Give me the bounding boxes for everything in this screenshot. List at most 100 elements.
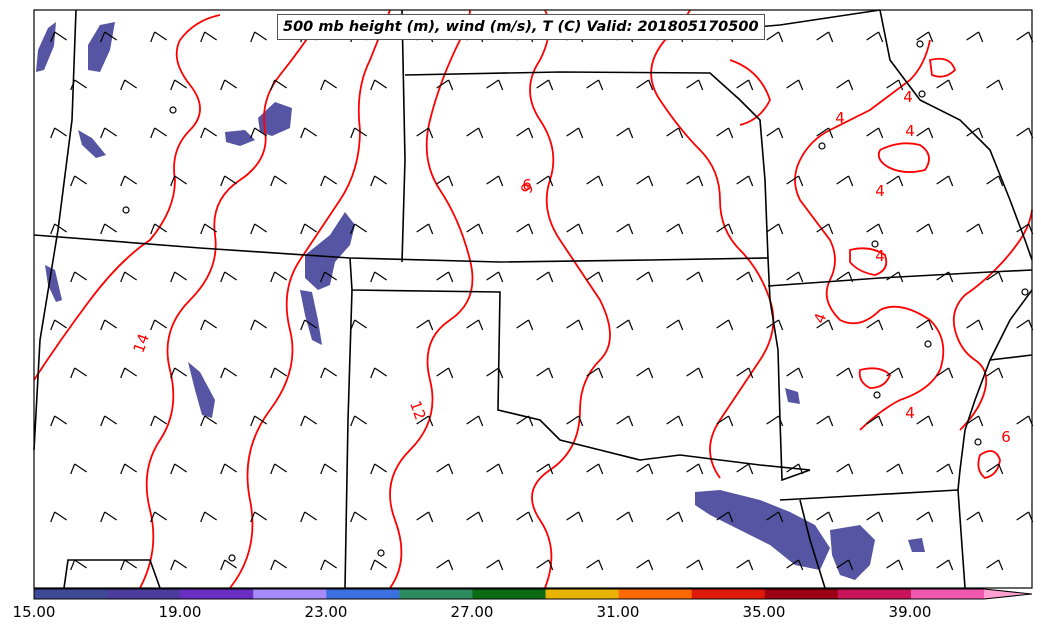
wind-barb [836,367,854,379]
temperature-contour-label: 4 [875,182,885,200]
wind-barb [986,271,1004,283]
state-boundary-line [779,489,959,501]
temperature-contour [729,59,771,126]
wind-barb [466,319,484,331]
wind-barb [70,367,87,379]
wind-barb [416,223,434,235]
wind-barb [866,511,884,523]
colorbar-segment [618,589,693,599]
state-boundary-line [957,489,966,589]
wind-barb [936,559,954,571]
wind-barb [786,559,804,571]
wind-speed-area [830,525,875,580]
wind-barb [270,79,287,91]
wind-barb [736,175,754,187]
wind-barb [150,511,167,523]
wind-barb [250,223,267,235]
wind-barb [486,463,504,475]
wind-barb [586,271,604,283]
wind-barb [516,223,534,235]
wind-barb [766,511,784,523]
wind-barb [986,463,1004,475]
wind-speed-area [225,130,255,146]
colorbar-tick-label: 19.00 [158,603,202,621]
wind-barb [916,223,934,235]
colorbar-outline [33,588,1033,600]
colorbar-extend-arrow [984,589,1032,599]
wind-barb [300,223,317,235]
wind-barb [836,271,854,283]
temperature-contour-label: 4 [903,88,913,106]
colorbar-tick-label: 15.00 [12,603,56,621]
wind-barb [100,511,117,523]
wind-barb [666,223,684,235]
colorbar-segment [691,589,766,599]
wind-barb [866,415,884,427]
wind-barb [986,175,1004,187]
colorbar-segment [545,589,620,599]
wind-barb [486,367,504,379]
wind-barb [370,367,387,379]
wind-barb [320,463,337,475]
wind-barb [370,559,387,571]
wind-barb [686,559,704,571]
wind-barbs [50,31,1034,571]
wind-barb [150,223,167,235]
wind-speed-area [188,362,215,418]
wind-barb [220,367,237,379]
state-boundary-line [33,9,77,451]
wind-speed-area [908,538,925,552]
calm-wind-marker [918,90,926,98]
colorbar-segment [764,589,839,599]
temperature-contour-label: 4 [875,247,885,265]
wind-barb [320,79,337,91]
wind-barb [516,319,534,331]
wind-barb [50,319,67,331]
colorbar-tick-label: 39.00 [888,603,932,621]
wind-barb [916,415,934,427]
wind-speed-area [36,22,56,72]
wind-speed-area [785,388,800,404]
wind-barb [586,463,604,475]
wind-barb [270,175,287,187]
wind-barb [270,271,287,283]
wind-barb [686,175,704,187]
calm-wind-marker [974,438,982,446]
colorbar-segment [326,589,400,599]
wind-barb [666,127,684,139]
state-boundary-line [989,354,1033,361]
wind-barb [916,127,934,139]
wind-barb [886,559,904,571]
state-boundary-line [404,71,769,259]
wind-barb [170,79,187,91]
wind-barb [70,559,87,571]
wind-barb [816,319,834,331]
temperature-contour [952,209,1033,431]
wind-barb [886,79,904,91]
wind-barb [250,127,267,139]
wind-barb [566,127,584,139]
wind-barb [100,31,117,43]
wind-barb [320,175,337,187]
map-frame [33,9,1033,589]
wind-barb [300,127,317,139]
wind-barb [966,223,984,235]
temperature-contour-label: 4 [810,311,830,326]
wind-barb [536,271,554,283]
wind-barb [350,127,367,139]
wind-barb [200,31,217,43]
temperature-contour [849,247,888,276]
wind-barb [466,223,484,235]
wind-barb [120,79,137,91]
wind-barb [200,127,217,139]
wind-speed-area [300,290,322,345]
calm-wind-marker [924,340,932,348]
colorbar-segment [910,589,985,599]
wind-barb [50,31,67,43]
wind-barb [916,319,934,331]
calm-wind-marker [873,391,881,399]
wind-barb [120,559,137,571]
wind-speed-area [78,130,106,158]
wind-barb [916,511,934,523]
colorbar-segment [253,589,327,599]
